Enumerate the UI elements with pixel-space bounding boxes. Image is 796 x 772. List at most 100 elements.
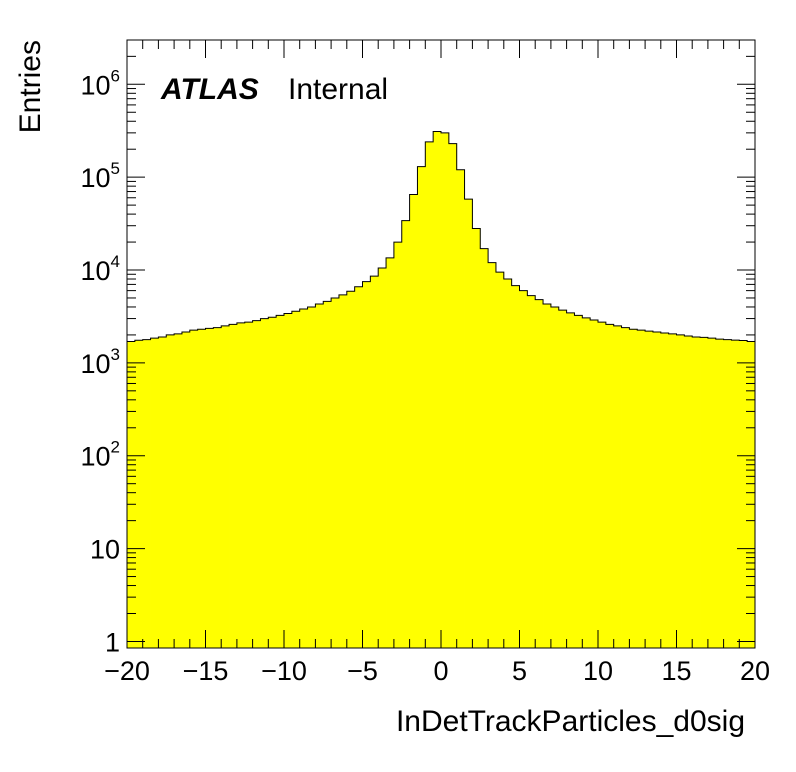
histogram-bin: [189, 330, 199, 648]
histogram-bin: [323, 301, 332, 648]
histogram-bin: [464, 199, 473, 648]
histogram-bin: [307, 306, 316, 648]
x-tick-label: −20: [104, 656, 150, 686]
y-tick-label: 103: [80, 345, 120, 379]
plot-frame: [126, 39, 756, 649]
histogram-bin: [433, 131, 442, 649]
histogram-bin: [558, 310, 567, 648]
histogram-bin: [676, 334, 685, 648]
histogram-bin: [417, 166, 426, 648]
histogram-bin: [393, 242, 403, 648]
y-tick-labels: 1 10 102 103 104 105 106: [80, 66, 120, 657]
histogram-bin: [660, 332, 670, 648]
histogram-bin: [605, 324, 615, 648]
histogram-bin: [519, 290, 528, 648]
y-axis-title: Entries: [14, 40, 47, 133]
y-tick-label: 104: [80, 252, 120, 286]
histogram-bin: [370, 276, 379, 648]
histogram-bin: [652, 332, 662, 648]
x-tick-label: 5: [512, 656, 527, 686]
histogram-bin: [495, 272, 505, 648]
histogram-bin: [362, 281, 371, 648]
x-axis-title: InDetTrackParticles_d0sig: [396, 705, 745, 738]
histogram-bin: [338, 294, 348, 648]
histogram-bin: [590, 319, 599, 648]
histogram-bin: [566, 312, 575, 648]
histogram-bin: [731, 340, 740, 648]
atlas-label: ATLAS: [160, 73, 259, 106]
y-tick-label: 1: [105, 627, 120, 657]
y-tick-label: 105: [80, 159, 120, 193]
internal-label: Internal: [288, 73, 388, 106]
histogram-bin: [284, 313, 293, 648]
histogram-bin: [668, 333, 677, 648]
histogram-bin: [299, 309, 308, 648]
histogram-bin: [747, 341, 756, 648]
y-tick-label: 10: [90, 535, 120, 565]
histogram-bin: [197, 329, 206, 648]
histogram-bin: [456, 169, 465, 648]
histogram-bin: [331, 297, 340, 648]
histogram-bin: [441, 132, 450, 648]
histogram-bin: [527, 295, 536, 648]
histogram-bin: [213, 327, 222, 648]
histogram-bin: [637, 330, 646, 648]
histogram-bin: [715, 339, 724, 648]
histogram-bin: [613, 325, 622, 648]
histogram-bin: [739, 340, 748, 648]
histogram-bin: [480, 248, 489, 648]
x-tick-label: −15: [183, 656, 229, 686]
histogram-bin: [598, 322, 607, 648]
histogram-bin: [574, 315, 583, 648]
histogram-bin: [260, 318, 269, 648]
histogram-bin: [535, 299, 544, 648]
histogram-bin: [181, 332, 191, 648]
histogram-bin: [166, 334, 175, 648]
histogram-bin: [346, 291, 356, 648]
histogram-bin: [425, 141, 434, 648]
histogram-bin: [252, 320, 261, 648]
y-tick-label: 102: [80, 438, 120, 472]
x-tick-label: −5: [347, 656, 378, 686]
histogram-bin: [205, 328, 214, 648]
histogram-bin: [236, 322, 246, 648]
histogram-bin: [276, 315, 285, 648]
x-tick-label: −10: [261, 656, 307, 686]
histogram-bin: [621, 327, 630, 648]
x-tick-label: 0: [433, 656, 448, 686]
histogram-bin: [268, 317, 277, 648]
histogram-bin: [723, 339, 732, 648]
histogram-bin: [472, 228, 481, 649]
histogram-bin: [550, 306, 560, 648]
histogram-bin: [645, 331, 654, 648]
histogram-bin: [386, 257, 395, 648]
histogram-bin: [629, 329, 638, 648]
histogram-bin: [401, 220, 410, 649]
histogram-bin: [684, 335, 693, 648]
histogram-outline: [127, 131, 755, 342]
x-tick-label: 20: [740, 656, 770, 686]
histogram-bin: [150, 338, 159, 648]
axis-ticks: [126, 39, 756, 648]
histogram-bin: [582, 317, 591, 648]
x-tick-label: 10: [583, 656, 613, 686]
histogram-bin: [229, 324, 238, 648]
histogram-bin: [707, 338, 717, 648]
histogram-bin: [142, 339, 151, 648]
histogram-bin: [158, 336, 167, 648]
histogram-bin: [692, 336, 701, 648]
histogram-bin: [378, 268, 387, 648]
histogram-bin: [488, 262, 497, 648]
histogram-bin: [409, 194, 418, 648]
y-tick-label: 106: [80, 66, 120, 100]
histogram-bin: [134, 340, 144, 648]
histogram-bin: [448, 143, 458, 648]
histogram-bin: [174, 333, 183, 648]
histogram-bin: [700, 337, 709, 648]
x-tick-label: 15: [661, 656, 691, 686]
histogram-bin: [503, 279, 513, 648]
histogram-bin: [315, 304, 324, 648]
histogram-bin: [511, 285, 520, 648]
histogram-bin: [291, 311, 301, 648]
